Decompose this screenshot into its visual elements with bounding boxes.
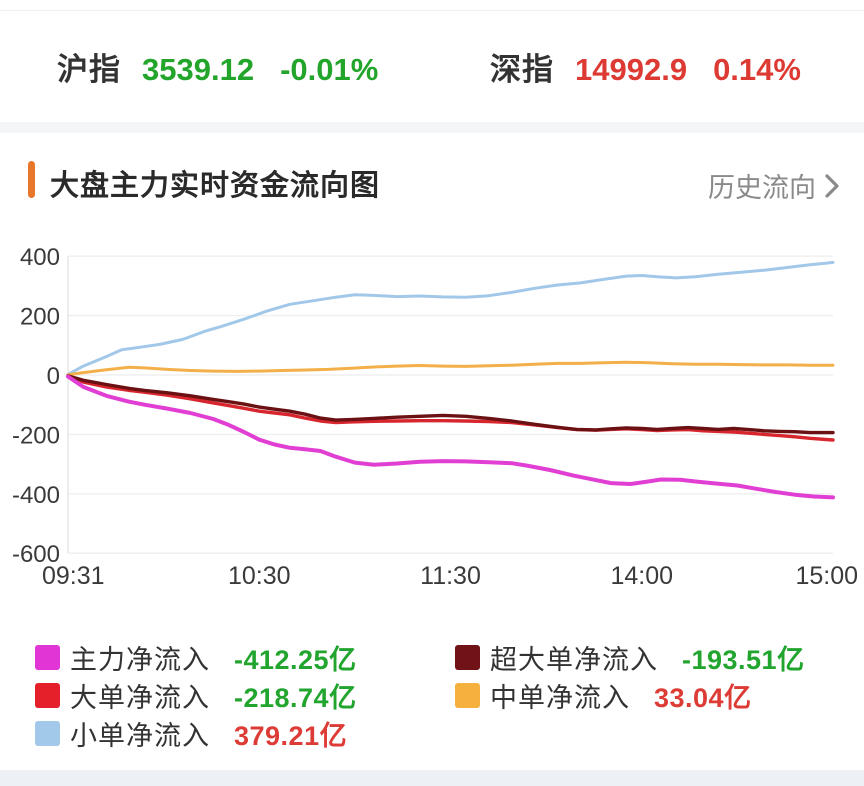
legend-value: 33.04亿 — [654, 682, 752, 713]
shanghai-index[interactable]: 沪指 3539.12 -0.01% — [57, 44, 378, 89]
svg-text:200: 200 — [20, 304, 60, 331]
legend-value: -193.51亿 — [682, 644, 805, 675]
legend-label: 中单净流入 — [490, 682, 630, 713]
legend-label: 主力净流入 — [70, 644, 210, 675]
svg-text:14:00: 14:00 — [610, 562, 673, 590]
shenzhen-index[interactable]: 深指 14992.9 0.14% — [490, 44, 801, 89]
bottom-bar — [0, 770, 864, 786]
legend-swatch-main-force — [35, 644, 60, 670]
legend-item-main-force: 主力净流入 -412.25亿 — [35, 643, 357, 675]
section-title-row: 大盘主力实时资金流向图 历史流向 — [0, 155, 864, 205]
legend-item-small-orders: 小单净流入 379.21亿 — [35, 719, 347, 751]
svg-text:10:30: 10:30 — [228, 562, 291, 590]
svg-text:09:31: 09:31 — [42, 562, 105, 590]
legend-swatch-medium-orders — [455, 682, 480, 708]
title-accent-bar — [28, 161, 35, 198]
svg-text:0: 0 — [47, 363, 60, 390]
section-divider — [0, 122, 864, 133]
legend-item-super-large-orders: 超大单净流入 -193.51亿 — [455, 643, 805, 675]
svg-text:11:30: 11:30 — [420, 562, 481, 590]
history-flow-link[interactable]: 历史流向 — [708, 166, 840, 205]
legend-swatch-large-orders — [35, 682, 60, 708]
legend-swatch-small-orders — [35, 720, 60, 746]
page-title: 大盘主力实时资金流向图 — [50, 170, 381, 202]
shenzhen-index-label: 深指 — [490, 52, 554, 87]
history-flow-label: 历史流向 — [708, 173, 816, 203]
legend-item-medium-orders: 中单净流入 33.04亿 — [455, 681, 752, 713]
legend-label: 小单净流入 — [70, 720, 210, 751]
legend-label: 超大单净流入 — [490, 644, 658, 675]
legend-item-large-orders: 大单净流入 -218.74亿 — [35, 681, 357, 713]
legend-label: 大单净流入 — [70, 682, 210, 713]
svg-text:400: 400 — [20, 244, 60, 271]
chart-legend: 主力净流入 -412.25亿 大单净流入 -218.74亿 小单净流入 379.… — [0, 630, 864, 760]
top-divider — [0, 10, 864, 11]
index-header: 沪指 3539.12 -0.01% 深指 14992.9 0.14% — [0, 44, 864, 87]
legend-value: -218.74亿 — [234, 682, 357, 713]
legend-swatch-super-large-orders — [455, 644, 480, 670]
legend-value: 379.21亿 — [234, 720, 348, 751]
svg-text:-400: -400 — [12, 482, 60, 509]
legend-value: -412.25亿 — [234, 644, 357, 675]
shanghai-index-value: 3539.12 — [142, 52, 255, 87]
svg-text:-600: -600 — [12, 541, 60, 568]
shenzhen-index-value: 14992.9 — [575, 52, 688, 87]
shenzhen-index-change: 0.14% — [713, 52, 801, 87]
svg-text:-200: -200 — [12, 422, 60, 449]
shanghai-index-change: -0.01% — [280, 52, 379, 87]
shanghai-index-label: 沪指 — [57, 52, 121, 87]
svg-text:15:00: 15:00 — [795, 562, 858, 590]
chevron-right-icon — [824, 173, 840, 199]
capital-flow-chart[interactable]: 400 200 0 -200 -400 -600 09:31 10:30 11:30 14:00 1… — [0, 232, 864, 597]
